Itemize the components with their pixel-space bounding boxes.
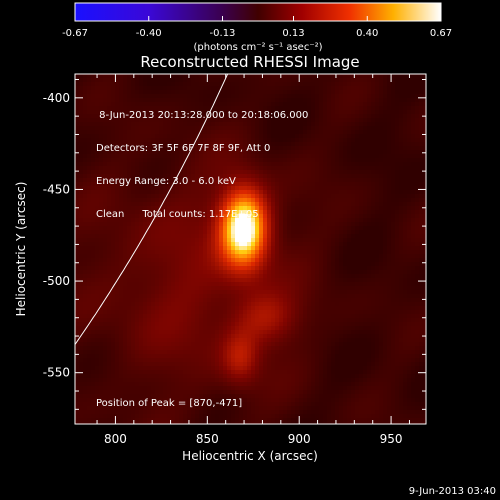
colorbar-unit-label: (photons cm⁻² s⁻¹ asec⁻²) [193,42,322,53]
time-range-text: 8-Jun-2013 20:13:28.000 to 20:18:06.000 [96,110,309,121]
x-tick-label: 800 [104,432,127,446]
heatmap-image [75,74,426,424]
method-text: Clean [96,209,125,220]
x-tick-label: 950 [380,432,403,446]
x-tick-label: 900 [288,432,311,446]
colorbar-tick-label: 0.67 [430,28,452,39]
axis-ticks: 800 850 900 950 -400 -450 -500 -550 [43,74,426,446]
colorbar-ticks: -0.67 -0.40 -0.13 0.13 0.40 0.67 [62,16,452,39]
y-tick-label: -550 [43,366,70,380]
y-tick-label: -400 [43,91,70,105]
energy-range-text: Energy Range: 3.0 - 6.0 keV [96,176,236,187]
chart-title: Reconstructed RHESSI Image [140,53,359,71]
y-tick-label: -450 [43,182,70,196]
colorbar-tick-label: -0.40 [136,28,162,39]
method-counts-line: Clean Total counts: 1.17E+05 [96,209,308,220]
total-counts-text: Total counts: 1.17E+05 [142,209,259,220]
colorbar-tick-label: 0.13 [282,28,304,39]
detectors-text: Detectors: 3F 5F 6F 7F 8F 9F, Att 0 [96,143,271,154]
peak-position-text: Position of Peak = [870,-471] [96,398,243,409]
colorbar-tick-label: -0.13 [210,28,236,39]
y-axis-label: Heliocentric Y (arcsec) [14,182,28,317]
plot-frame [74,73,427,425]
y-tick-label: -500 [43,274,70,288]
solar-limb-arc [75,74,229,346]
colorbar-tick-label: 0.40 [356,28,378,39]
x-axis-label: Heliocentric X (arcsec) [182,449,318,463]
x-tick-label: 850 [196,432,219,446]
colorbar [74,2,442,22]
colorbar-tick-label: -0.67 [62,28,88,39]
plot-date: 9-Jun-2013 03:40 [409,486,496,497]
